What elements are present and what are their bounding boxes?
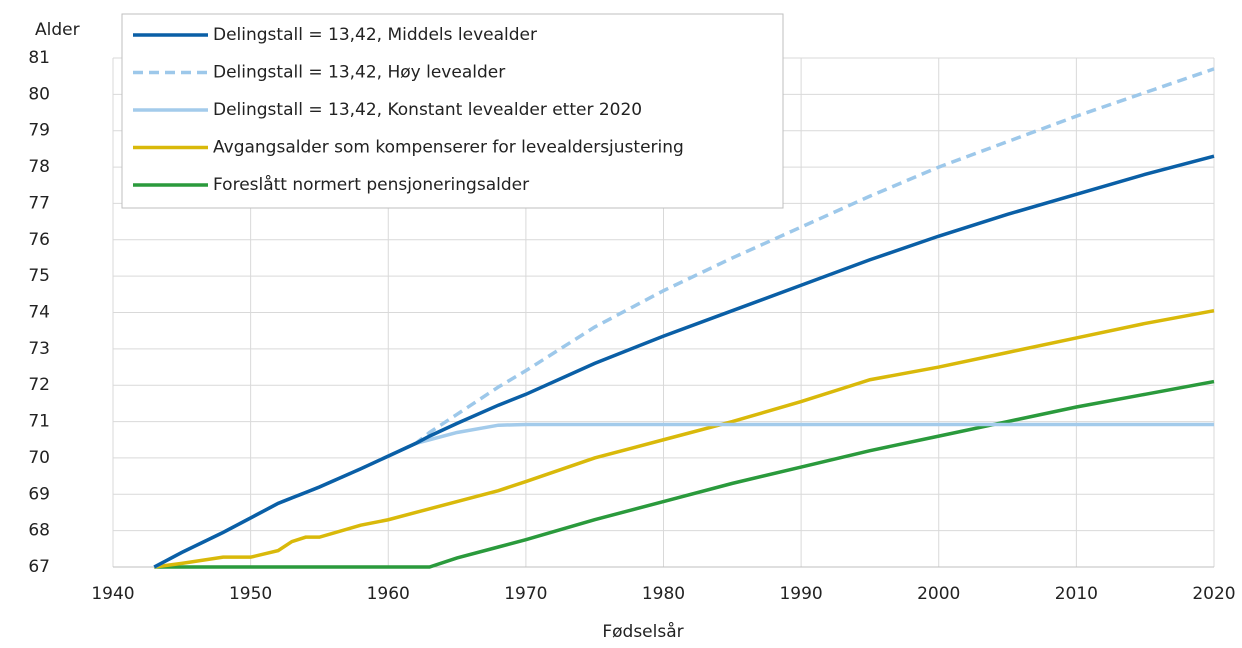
y-tick-label: 73 xyxy=(28,339,50,359)
y-axis-label: Alder xyxy=(35,20,80,40)
series-line xyxy=(153,67,1215,569)
x-tick-label: 1970 xyxy=(504,584,547,604)
series-line xyxy=(153,154,1215,569)
y-tick-label: 71 xyxy=(28,412,50,432)
legend-label: Foreslått normert pensjoneringsalder xyxy=(213,174,529,195)
y-tick-label: 68 xyxy=(28,521,50,541)
y-tick-label: 72 xyxy=(28,375,50,395)
y-tick-label: 69 xyxy=(28,484,50,504)
legend-box xyxy=(121,13,784,209)
series-line xyxy=(154,308,1215,569)
y-tick-label: 79 xyxy=(28,121,50,141)
y-tick-label: 74 xyxy=(28,303,50,323)
y-tick-label: 67 xyxy=(28,557,50,577)
x-tick-label: 2020 xyxy=(1192,584,1235,604)
x-tick-label: 1940 xyxy=(91,584,134,604)
x-tick-label: 1950 xyxy=(229,584,272,604)
legend-label: Delingstall = 13,42, Høy levealder xyxy=(213,63,505,83)
x-tick-label: 1980 xyxy=(642,584,685,604)
y-tick-label: 76 xyxy=(28,230,50,250)
x-tick-label: 1960 xyxy=(367,584,410,604)
x-axis-label: Fødselsår xyxy=(602,621,683,642)
legend-label: Delingstall = 13,42, Konstant levealder … xyxy=(213,100,642,120)
x-tick-label: 1990 xyxy=(779,584,822,604)
x-tick-label: 2010 xyxy=(1055,584,1098,604)
y-tick-label: 78 xyxy=(28,157,50,177)
legend-label: Delingstall = 13,42, Middels levealder xyxy=(213,25,537,45)
y-tick-label: 75 xyxy=(28,266,50,286)
legend-label: Avgangsalder som kompenserer for leveald… xyxy=(213,138,684,158)
series-line xyxy=(154,379,1215,569)
y-tick-label: 77 xyxy=(28,193,50,213)
x-tick-label: 2000 xyxy=(917,584,960,604)
y-tick-label: 81 xyxy=(28,48,50,68)
y-tick-label: 80 xyxy=(28,84,50,104)
y-tick-label: 70 xyxy=(28,448,50,468)
